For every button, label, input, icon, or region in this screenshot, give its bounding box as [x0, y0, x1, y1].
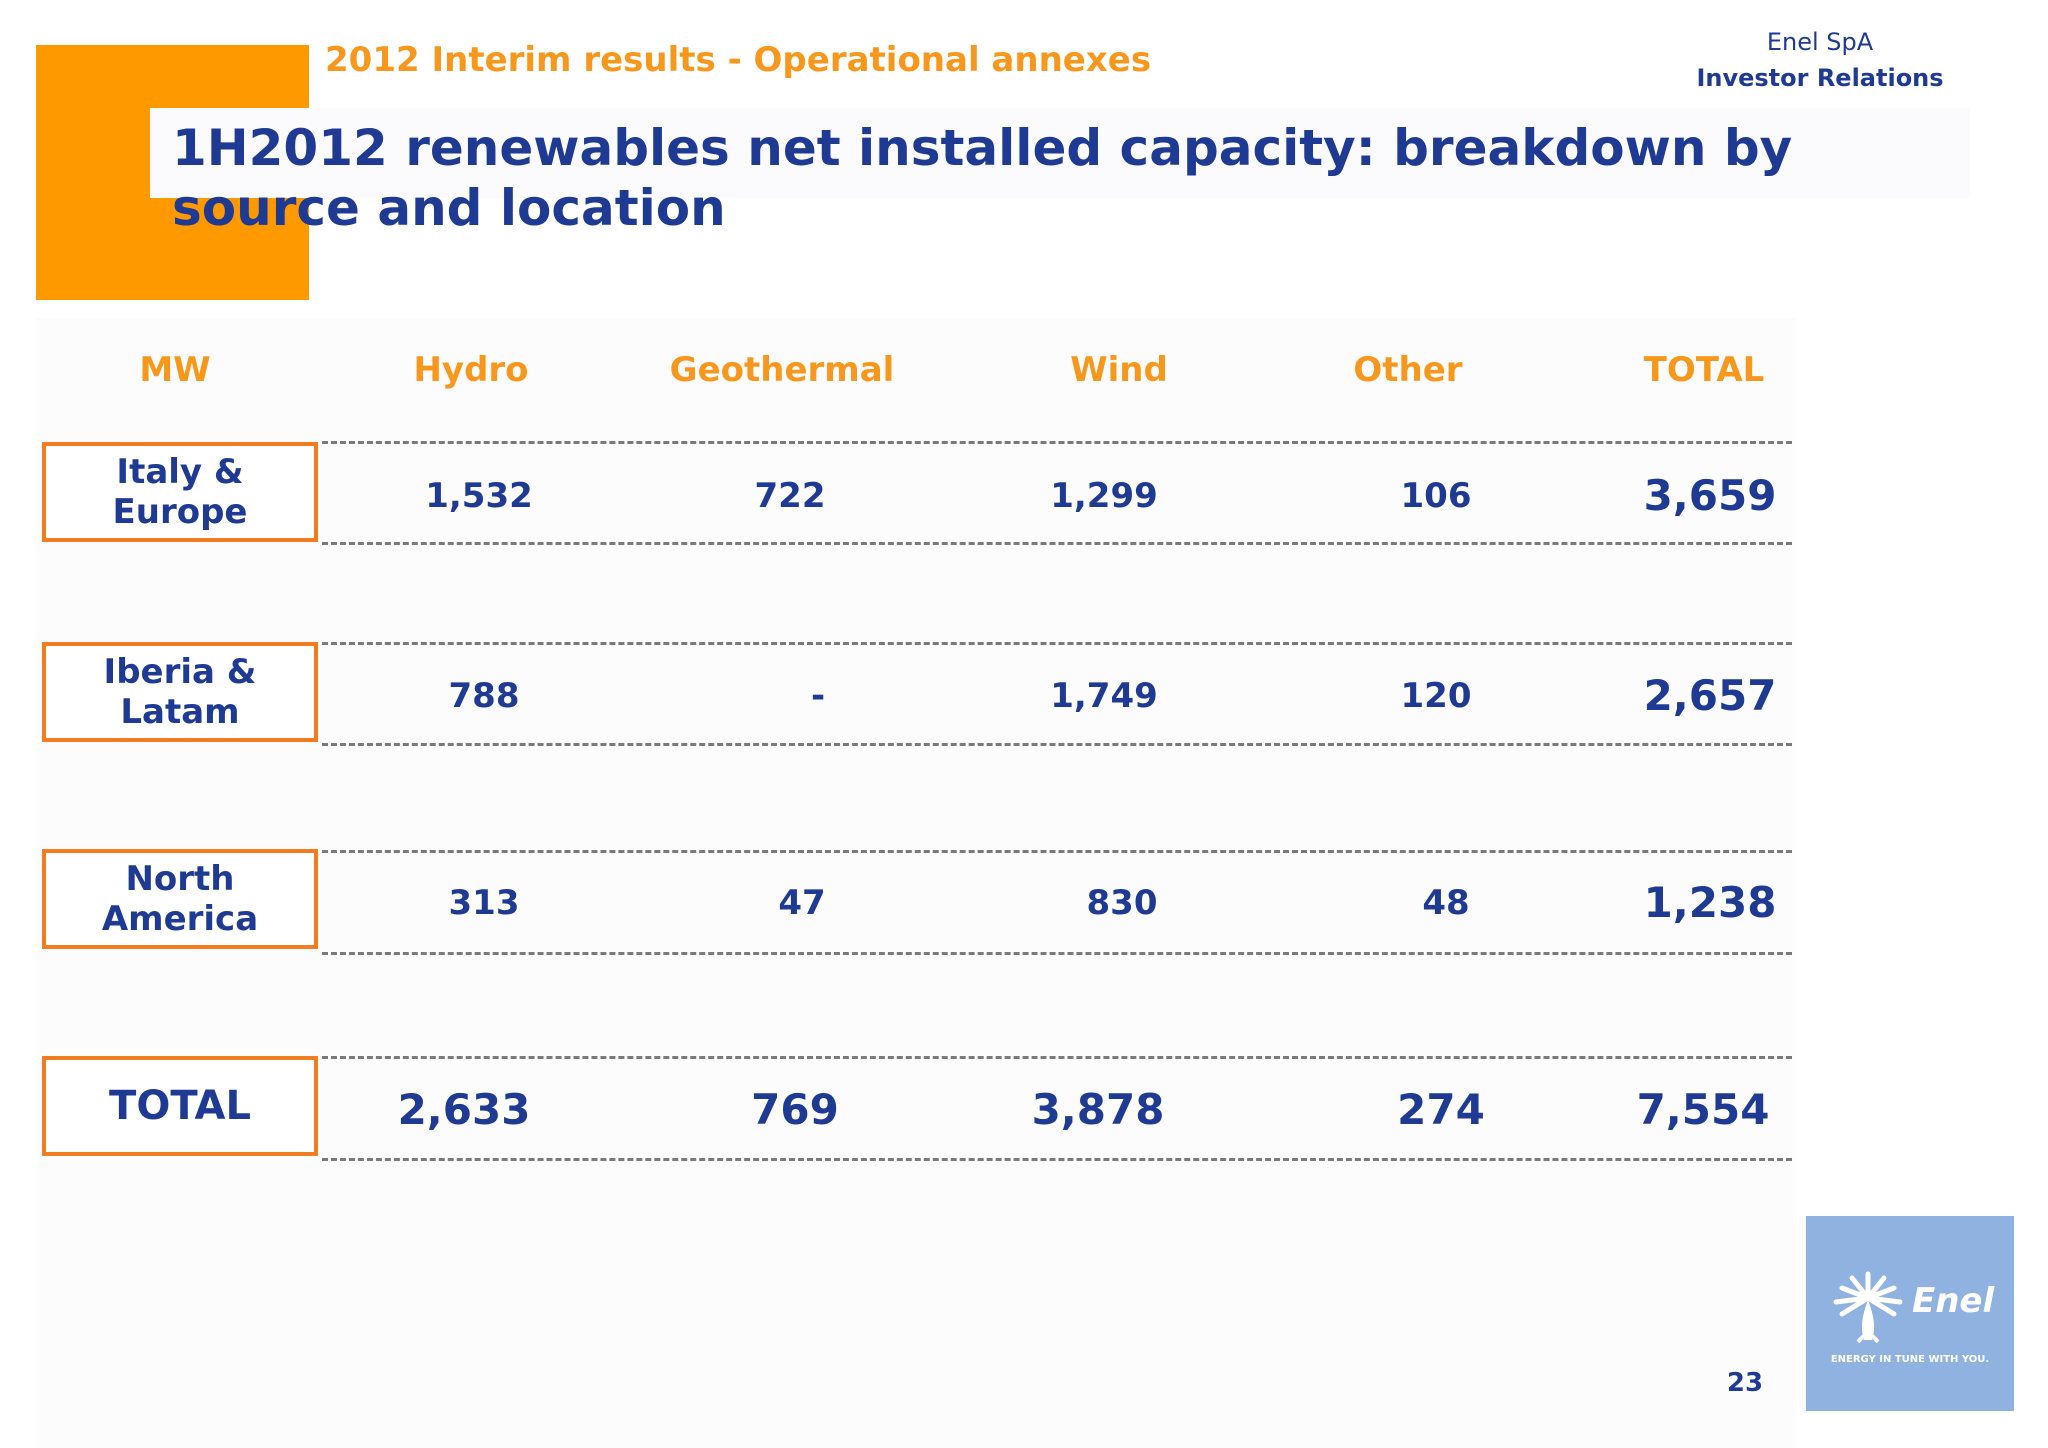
row-label-north-america: North America [42, 849, 318, 949]
logo-wordmark: Enel [1912, 1281, 1995, 1321]
enel-tree-icon: Enel ENERGY IN TUNE WITH YOU. [1831, 1271, 1995, 1365]
table-cell: 313 [448, 883, 520, 923]
title-band [150, 108, 1970, 198]
column-header-other: Other [1353, 350, 1463, 390]
table-cell: 722 [754, 476, 826, 516]
row-separator [322, 642, 1792, 645]
table-cell-total: 769 [751, 1085, 839, 1134]
table-cell-total: 3,878 [1031, 1085, 1165, 1134]
column-header-geothermal: Geothermal [669, 350, 895, 390]
table-cell-total: 7,554 [1636, 1085, 1770, 1134]
column-header-hydro: Hydro [413, 350, 529, 390]
table-cell: 106 [1400, 476, 1472, 516]
column-header-total: TOTAL [1643, 350, 1765, 390]
table-cell: - [810, 676, 826, 716]
row-label-italy-europe: Italy & Europe [42, 442, 318, 542]
department-name: Investor Relations [1696, 64, 1944, 92]
table-cell: 47 [778, 883, 826, 923]
page-title: 1H2012 renewables net installed capacity… [172, 119, 1793, 237]
table-cell: 1,532 [425, 476, 533, 516]
row-separator [322, 542, 1792, 545]
table-cell: 48 [1422, 883, 1470, 923]
table-cell: 1,749 [1050, 676, 1158, 716]
table-cell: 830 [1086, 883, 1158, 923]
row-separator [322, 743, 1792, 746]
row-separator [322, 1158, 1792, 1161]
column-header-mw: MW [139, 350, 211, 390]
section-subtitle: 2012 Interim results - Operational annex… [325, 40, 1152, 80]
company-name: Enel SpA [1766, 28, 1874, 56]
table-cell-total: 3,659 [1643, 471, 1777, 520]
table-cell-total: 1,238 [1643, 878, 1777, 927]
enel-logo: Enel ENERGY IN TUNE WITH YOU. [1806, 1216, 2014, 1411]
table-cell: 1,299 [1050, 476, 1158, 516]
row-separator [322, 441, 1792, 444]
table-cell: 788 [448, 676, 520, 716]
column-header-wind: Wind [1070, 350, 1168, 390]
row-separator [322, 1056, 1792, 1059]
row-label-iberia-latam: Iberia & Latam [42, 642, 318, 742]
table-cell: 120 [1400, 676, 1472, 716]
table-area [36, 318, 1796, 1448]
row-separator [322, 850, 1792, 853]
row-label-total: TOTAL [42, 1056, 318, 1156]
logo-tagline: ENERGY IN TUNE WITH YOU. [1831, 1354, 1989, 1365]
table-cell-total: 274 [1397, 1085, 1485, 1134]
table-cell-total: 2,633 [397, 1085, 531, 1134]
page-number: 23 [1726, 1368, 1764, 1398]
table-cell-total: 2,657 [1643, 671, 1777, 720]
row-separator [322, 952, 1792, 955]
